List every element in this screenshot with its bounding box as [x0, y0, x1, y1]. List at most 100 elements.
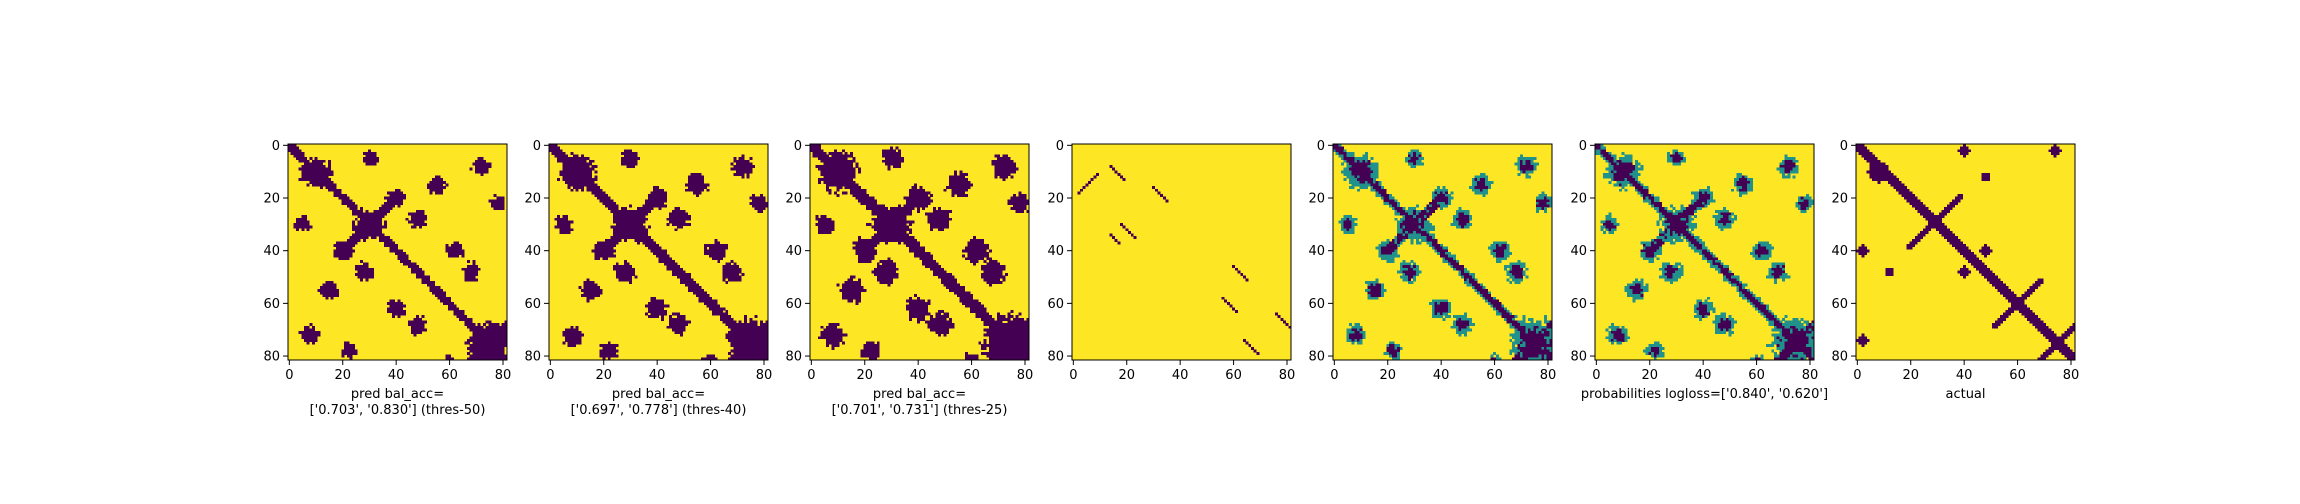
heatmap-cell: [874, 244, 877, 247]
heatmap-cell: [592, 160, 595, 163]
heatmap-cell: [586, 289, 589, 292]
heatmap-cell: [624, 220, 627, 223]
heatmap-cell: [368, 155, 371, 158]
heatmap-cell: [371, 223, 374, 226]
heatmap-cell: [448, 355, 451, 358]
heatmap-cell: [640, 220, 643, 223]
heatmap-cell: [323, 181, 326, 184]
heatmap-cell: [914, 202, 917, 205]
heatmap-cell: [693, 178, 696, 181]
heatmap-cell: [952, 323, 955, 326]
heatmap-cell: [890, 223, 893, 226]
heatmap-cell: [403, 310, 406, 313]
heatmap-cell: [823, 331, 826, 334]
x-axis-label: pred bal_acc=: [351, 387, 444, 402]
heatmap-cell: [432, 186, 435, 189]
heatmap-cell: [815, 155, 818, 158]
heatmap-cell: [933, 212, 936, 215]
heatmap-cell: [920, 202, 923, 205]
heatmap-cell: [414, 263, 417, 266]
heatmap-cell: [957, 294, 960, 297]
heatmap-cell: [661, 302, 664, 305]
heatmap-cell: [949, 289, 952, 292]
heatmap-cell: [715, 255, 718, 258]
heatmap-cell: [650, 313, 653, 316]
heatmap-cell: [874, 205, 877, 208]
heatmap-cell: [981, 239, 984, 242]
heatmap-cell: [992, 281, 995, 284]
heatmap-cell: [304, 334, 307, 337]
heatmap-cell: [1346, 162, 1349, 165]
heatmap-cell: [317, 181, 320, 184]
heatmap-cell: [826, 220, 829, 223]
heatmap-cell: [365, 220, 368, 223]
heatmap-cell: [365, 152, 368, 155]
heatmap-cell: [829, 339, 832, 342]
heatmap-cell: [1389, 194, 1392, 197]
heatmap-cell: [1357, 184, 1360, 187]
heatmap-cell: [570, 184, 573, 187]
heatmap-cell: [597, 194, 600, 197]
heatmap-cell: [470, 318, 473, 321]
heatmap-cell: [1013, 162, 1016, 165]
heatmap-cell: [613, 239, 616, 242]
heatmap-cell: [968, 292, 971, 295]
heatmap-cell: [1002, 157, 1005, 160]
x-tick-label: 80: [756, 368, 773, 383]
heatmap-cell: [462, 310, 465, 313]
heatmap-cell: [661, 255, 664, 258]
heatmap-cell: [976, 315, 979, 318]
heatmap-cell: [605, 255, 608, 258]
heatmap-cell: [973, 255, 976, 258]
heatmap-cell: [1357, 181, 1360, 184]
heatmap-cell: [752, 347, 755, 350]
heatmap-cell: [757, 339, 760, 342]
heatmap-cell: [317, 334, 320, 337]
heatmap-cell: [696, 186, 699, 189]
heatmap-cell: [834, 165, 837, 168]
heatmap-cell: [576, 336, 579, 339]
heatmap-cell: [890, 228, 893, 231]
heatmap-cell: [411, 218, 414, 221]
y-tick-label: 60: [785, 297, 802, 312]
heatmap-cell: [573, 184, 576, 187]
heatmap-cell: [1021, 355, 1024, 358]
heatmap-cell: [704, 247, 707, 250]
heatmap-cell: [863, 252, 866, 255]
heatmap-cell: [755, 326, 758, 329]
heatmap-cell: [634, 157, 637, 160]
heatmap-cell: [336, 252, 339, 255]
heatmap-cell: [632, 165, 635, 168]
y-tick-label: 0: [1056, 139, 1064, 154]
heatmap-cell: [1525, 157, 1528, 160]
heatmap-cell: [680, 212, 683, 215]
heatmap-cell: [946, 210, 949, 213]
heatmap-cell: [925, 310, 928, 313]
heatmap-cell: [648, 205, 651, 208]
heatmap-cell: [1005, 155, 1008, 158]
heatmap-cell: [723, 268, 726, 271]
heatmap-cell: [920, 318, 923, 321]
heatmap-cell: [632, 268, 635, 271]
heatmap-cell: [653, 241, 656, 244]
x-tick-label: 0: [1069, 368, 1077, 383]
heatmap-cell: [1485, 191, 1488, 194]
heatmap-cell: [440, 289, 443, 292]
heatmap-cell: [480, 342, 483, 345]
heatmap-cell: [1352, 186, 1355, 189]
heatmap-cell: [858, 170, 861, 173]
heatmap-cell: [557, 215, 560, 218]
heatmap-cell: [994, 281, 997, 284]
heatmap-cell: [349, 199, 352, 202]
heatmap-cell: [1016, 197, 1019, 200]
heatmap-cell: [917, 244, 920, 247]
heatmap-cell: [834, 178, 837, 181]
heatmap-cell: [363, 157, 366, 160]
heatmap-cell: [874, 273, 877, 276]
heatmap-cell: [755, 339, 758, 342]
heatmap-cell: [1365, 173, 1368, 176]
heatmap-cell: [984, 249, 987, 252]
heatmap-cell: [570, 336, 573, 339]
heatmap-cell: [1408, 160, 1411, 163]
heatmap-cell: [557, 160, 560, 163]
